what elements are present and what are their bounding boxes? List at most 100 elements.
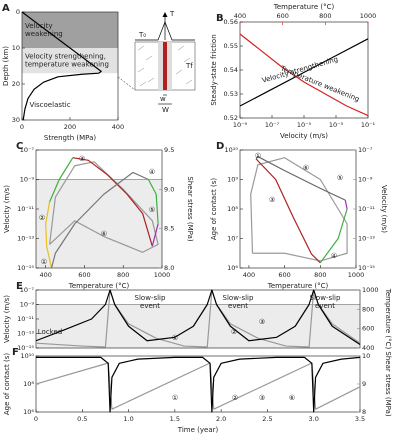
annotation: event: [228, 302, 248, 310]
annotation: ③: [259, 394, 265, 402]
annotation: Temperature weakening: [279, 64, 361, 103]
panel-letter: F: [12, 347, 19, 358]
x-tick-label: 0: [20, 123, 24, 131]
series-line: [239, 38, 369, 107]
y-tick-label: 10⁶: [23, 408, 34, 416]
diagram-label: T: [169, 10, 175, 18]
zone-label: Velocity strengthening,: [25, 53, 106, 61]
y-tick-label: 10⁻⁷: [20, 146, 35, 154]
series-line: [35, 289, 361, 346]
y2-tick-label: 10⁻¹⁵: [358, 264, 375, 272]
y-tick-label: 10⁻⁷: [20, 286, 35, 294]
diagram-label: Tf: [185, 62, 193, 70]
y2-axis-label: Temperature (°C): [384, 288, 392, 350]
zone-label: weakening: [25, 30, 63, 38]
locked-region: [36, 304, 360, 348]
y-tick-label: 0.56: [224, 18, 238, 26]
y2-tick-label: 10: [362, 352, 370, 360]
x-tick-label: 400: [112, 123, 124, 131]
x-axis-label: Time (year): [177, 426, 219, 434]
y-tick-label: 10⁻¹³: [17, 330, 34, 338]
x-axis-label: Temperature (°C): [267, 282, 329, 290]
x2-tick-label: 600: [276, 12, 288, 20]
diagram-label: w: [160, 95, 166, 103]
annotation: ②: [231, 328, 237, 336]
x-tick-label: 10⁻¹: [361, 121, 376, 129]
panel-letter: A: [2, 3, 10, 14]
y-tick-label: 10⁻¹³: [17, 235, 34, 243]
x2-tick-label: 1000: [360, 12, 377, 20]
arrow-head: [162, 12, 168, 17]
y2-tick-label: 800: [362, 305, 374, 313]
annotation: ⑥: [289, 394, 295, 402]
y-tick-label: 10⁷: [227, 235, 238, 243]
y2-tick-label: 1000: [362, 286, 379, 294]
series-line: [151, 223, 159, 247]
y-tick-label: 20: [12, 80, 20, 88]
y-tick-label: 10: [12, 44, 20, 52]
y-tick-label: 10⁻¹⁵: [17, 344, 34, 352]
y-tick-label: 30: [12, 116, 20, 124]
diagram-label: T₀: [138, 31, 146, 39]
y-tick-label: 10⁸: [23, 380, 34, 388]
annotation: ④: [331, 252, 337, 260]
annotation: ①: [255, 152, 261, 160]
y-tick-label: 10⁻¹¹: [17, 205, 34, 213]
y2-tick-label: 10⁻¹³: [358, 235, 375, 243]
x-tick-label: 3.5: [355, 415, 365, 423]
series-line: [21, 11, 102, 121]
y-tick-label: 10⁻¹⁵: [17, 264, 34, 272]
y-axis-label: Velocity (m/s): [3, 295, 11, 343]
zone: [22, 12, 118, 48]
x-tick-label: 2.0: [216, 415, 226, 423]
annotation: ②: [232, 394, 238, 402]
annotation: ⑤: [149, 206, 155, 214]
y-axis-label: Depth (km): [2, 46, 10, 86]
zone: [22, 48, 118, 74]
y2-axis-label: Shear stress (MPa): [186, 176, 194, 241]
series-line: [45, 201, 53, 269]
annotation: ⑤: [337, 174, 343, 182]
y2-tick-label: 10⁻¹¹: [358, 205, 375, 213]
x-tick-label: 3.0: [309, 415, 319, 423]
series-line: [239, 33, 369, 117]
x-tick-label: 600: [278, 271, 290, 279]
zone-label: Velocity: [25, 22, 52, 30]
x-tick-label: 400: [39, 271, 51, 279]
diagram-label: W: [162, 106, 169, 114]
y-axis-label: Steady-state friction: [210, 34, 218, 105]
y-tick-label: 10⁻⁹: [20, 301, 35, 309]
y2-tick-label: 9.5: [164, 146, 174, 154]
y-tick-label: 0.55: [224, 42, 238, 50]
annotation: ①: [41, 258, 47, 266]
annotation: Slow-slip: [135, 294, 166, 302]
series-line: [36, 356, 361, 413]
x-tick-label: 10⁻⁷: [265, 121, 280, 129]
series-line: [35, 362, 361, 410]
fault-diagram: T T₀ Tf w W: [117, 10, 196, 114]
y-axis-label: Velocity (m/s): [3, 185, 11, 233]
x-axis-label: Velocity (m/s): [280, 132, 328, 140]
annotation: ⑥: [303, 164, 309, 172]
y2-tick-label: 400: [362, 344, 374, 352]
annotation: ③: [269, 196, 275, 204]
series-line: [344, 200, 348, 210]
series-line: [147, 179, 159, 224]
annotation: Slow-slip: [310, 294, 341, 302]
x-tick-label: 2.5: [262, 415, 272, 423]
x-tick-label: 800: [117, 271, 129, 279]
y-tick-label: 0: [16, 8, 20, 16]
y2-tick-label: 9: [362, 380, 366, 388]
series-line: [50, 171, 149, 269]
y2-tick-label: 8: [362, 408, 366, 416]
y-axis-label: Age of contact (s): [3, 353, 11, 416]
x-tick-label: 200: [64, 123, 76, 131]
series-line: [48, 161, 159, 253]
y2-tick-label: 8.5: [164, 225, 174, 233]
x2-tick-label: 400: [234, 12, 246, 20]
x-axis-label: Strength (MPa): [44, 134, 96, 142]
x-tick-label: 1.5: [170, 415, 180, 423]
x-axis-label: Temperature (°C): [68, 282, 130, 290]
y-tick-label: 10¹⁰: [21, 352, 35, 360]
slip-zone: [163, 42, 167, 90]
